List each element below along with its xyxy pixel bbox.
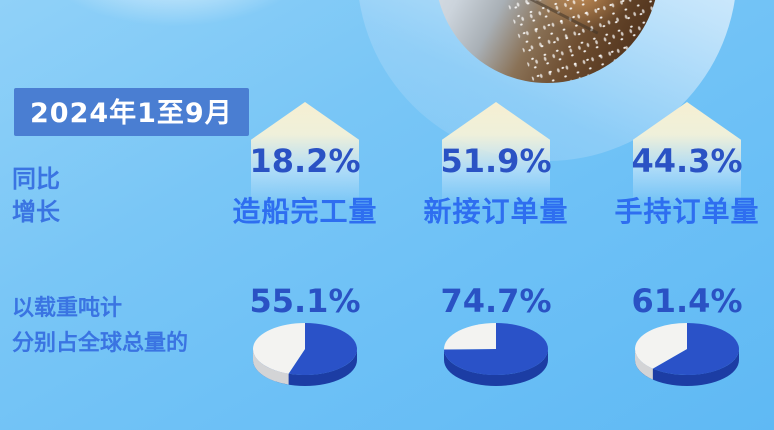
share-row-label: 以载重吨计 分别占全球总量的 — [12, 291, 188, 361]
period-badge: 2024年1至9月 — [14, 88, 249, 136]
pie-svg — [253, 323, 357, 386]
metric-column-new-orders: 51.9% 新接订单量 74.7% — [396, 98, 596, 408]
highlight-blob — [28, 0, 323, 30]
share-value: 55.1% — [249, 282, 361, 320]
pie-svg — [635, 323, 739, 386]
growth-value: 18.2% — [249, 142, 361, 180]
growth-row-line1: 同比 — [12, 165, 60, 193]
metric-label: 手持订单量 — [614, 195, 760, 228]
growth-value: 51.9% — [440, 142, 552, 180]
metric-label: 造船完工量 — [232, 195, 378, 228]
metric-column-completions: 18.2% 造船完工量 55.1% — [205, 98, 405, 408]
ship-photo — [435, 0, 659, 83]
pie-chart — [440, 320, 552, 386]
pie-chart — [249, 320, 361, 386]
growth-row-line2: 增长 — [12, 198, 60, 226]
share-value: 74.7% — [440, 282, 552, 320]
share-row-line2: 分别占全球总量的 — [12, 331, 189, 356]
share-row-line1: 以载重吨计 — [12, 296, 123, 321]
pie-chart — [631, 320, 743, 386]
growth-row-label: 同比 增长 — [12, 163, 60, 229]
metric-label: 新接订单量 — [423, 195, 569, 228]
pie-svg — [444, 323, 548, 386]
share-value: 61.4% — [631, 282, 743, 320]
growth-value: 44.3% — [631, 142, 743, 180]
metric-column-order-backlog: 44.3% 手持订单量 61.4% — [587, 98, 774, 408]
